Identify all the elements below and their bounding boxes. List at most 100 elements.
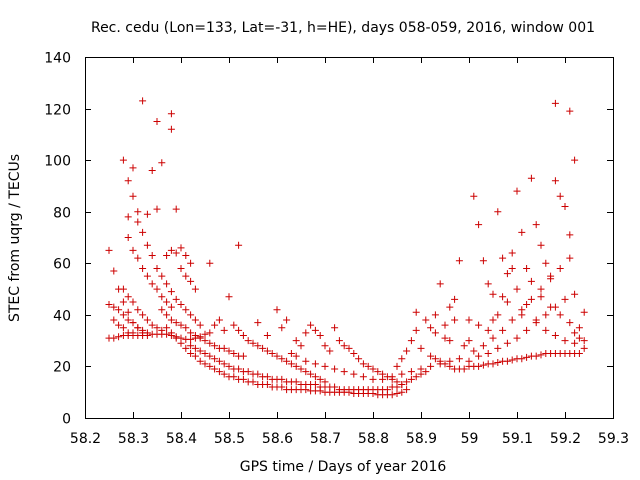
data-point	[479, 257, 487, 265]
data-point	[422, 368, 430, 376]
data-point	[187, 342, 195, 350]
data-point	[225, 293, 233, 301]
data-point	[494, 344, 502, 352]
data-point	[566, 107, 574, 115]
data-point	[407, 375, 415, 383]
data-point	[129, 319, 137, 327]
data-point	[263, 373, 271, 381]
data-point	[571, 339, 579, 347]
data-point	[427, 352, 435, 360]
data-point	[129, 298, 137, 306]
data-point	[110, 267, 118, 275]
data-point	[547, 275, 555, 283]
data-point	[292, 337, 300, 345]
data-point	[523, 326, 531, 334]
data-point	[475, 221, 483, 229]
data-point	[167, 329, 175, 337]
data-point	[407, 368, 415, 376]
data-point	[547, 303, 555, 311]
data-point	[235, 326, 243, 334]
data-point	[139, 264, 147, 272]
data-point	[263, 331, 271, 339]
data-point	[417, 344, 425, 352]
y-tick-label: 120	[44, 103, 71, 119]
data-point	[230, 373, 238, 381]
data-point	[182, 306, 190, 314]
y-tick-label: 0	[62, 412, 71, 428]
data-point	[311, 373, 319, 381]
data-point	[201, 330, 209, 338]
data-point	[124, 308, 132, 316]
data-point	[201, 350, 209, 358]
data-point	[167, 110, 175, 118]
data-point	[287, 360, 295, 368]
data-point	[268, 350, 276, 358]
data-point	[561, 295, 569, 303]
data-point	[302, 329, 310, 337]
data-point	[460, 365, 468, 373]
data-point	[182, 252, 190, 260]
data-point	[287, 350, 295, 358]
data-point	[187, 350, 195, 358]
data-point	[518, 228, 526, 236]
data-point	[532, 352, 540, 360]
data-point	[571, 156, 579, 164]
data-point	[436, 357, 444, 365]
data-point	[369, 375, 377, 383]
data-point	[532, 221, 540, 229]
data-point	[119, 285, 127, 293]
data-point	[153, 205, 161, 213]
y-tick-label: 140	[44, 51, 71, 67]
data-point	[139, 311, 147, 319]
data-point	[451, 295, 459, 303]
data-point	[211, 355, 219, 363]
data-point	[239, 375, 247, 383]
data-point	[124, 213, 132, 221]
data-point	[523, 353, 531, 361]
data-point	[119, 324, 127, 332]
data-point	[249, 378, 257, 386]
data-point	[479, 342, 487, 350]
data-point	[239, 331, 247, 339]
data-point	[575, 324, 583, 332]
data-point	[513, 334, 521, 342]
data-point	[115, 333, 123, 341]
data-point	[321, 342, 329, 350]
y-axis: 0 20 40 60 80 100 120 140	[44, 51, 613, 428]
data-point	[259, 344, 267, 352]
data-point	[124, 293, 132, 301]
data-point	[580, 308, 588, 316]
data-point	[580, 337, 588, 345]
data-point	[499, 254, 507, 262]
data-point	[326, 347, 334, 355]
data-point	[273, 352, 281, 360]
data-point	[187, 329, 195, 337]
data-point	[350, 350, 358, 358]
data-point	[172, 319, 180, 327]
data-point	[321, 362, 329, 370]
data-point	[537, 351, 545, 359]
data-point	[331, 383, 339, 391]
data-point	[177, 321, 185, 329]
data-point	[278, 324, 286, 332]
data-point	[542, 326, 550, 334]
data-point	[230, 321, 238, 329]
data-point	[571, 329, 579, 337]
data-point	[167, 303, 175, 311]
data-point	[129, 164, 137, 172]
data-point	[201, 337, 209, 345]
data-point	[350, 370, 358, 378]
data-point	[177, 244, 185, 252]
x-tick-label: 59.3	[598, 431, 629, 447]
data-point	[465, 357, 473, 365]
data-point	[167, 316, 175, 324]
data-point	[129, 246, 137, 254]
data-point	[110, 316, 118, 324]
x-tick-label: 58.3	[118, 431, 149, 447]
data-point	[403, 386, 411, 394]
y-tick-label: 100	[44, 154, 71, 170]
data-point	[220, 326, 228, 334]
data-point	[503, 339, 511, 347]
data-point	[393, 390, 401, 398]
